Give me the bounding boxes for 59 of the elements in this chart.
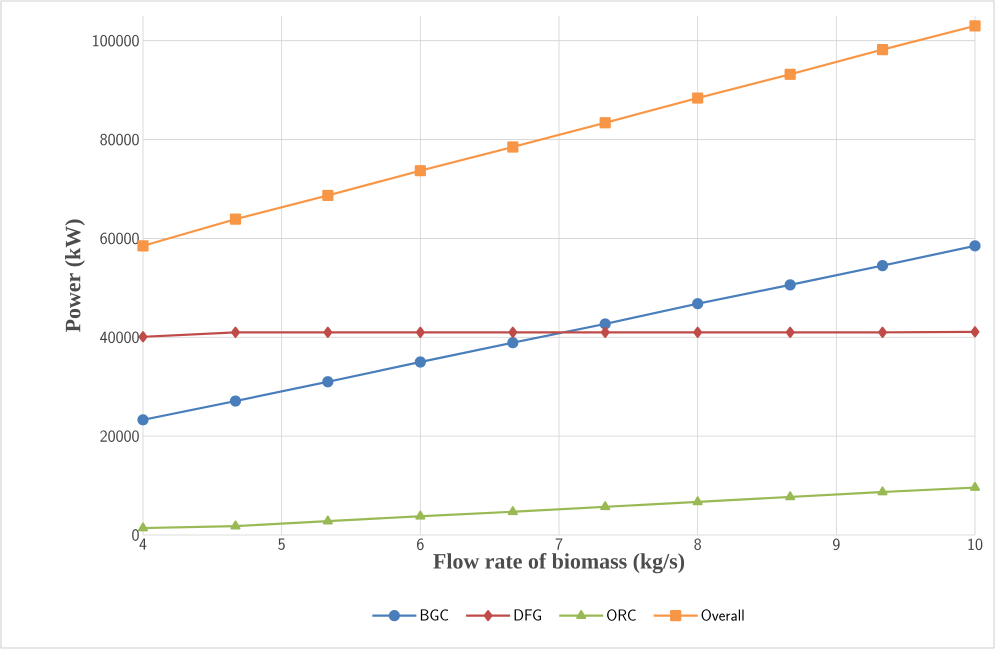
point bbox=[415, 510, 426, 520]
y-tick-label: 0 bbox=[132, 529, 139, 541]
point bbox=[876, 260, 888, 272]
point bbox=[600, 117, 611, 128]
point bbox=[508, 326, 518, 338]
point bbox=[600, 318, 611, 330]
point bbox=[138, 331, 148, 342]
point bbox=[786, 326, 795, 338]
y-tick-label: 20000 bbox=[100, 430, 139, 442]
x-axis-title: Flow rate of biomass (kg/s) bbox=[433, 553, 684, 574]
point bbox=[231, 326, 240, 338]
point bbox=[600, 501, 610, 510]
point bbox=[878, 326, 887, 338]
point bbox=[784, 68, 796, 80]
point bbox=[969, 20, 981, 32]
y-tick-label: 60000 bbox=[100, 232, 139, 244]
point bbox=[784, 279, 796, 290]
point bbox=[692, 298, 704, 310]
legend-label: ORC bbox=[607, 609, 636, 621]
y-tick-label: 40000 bbox=[100, 331, 139, 344]
x-tick-label: 7 bbox=[556, 538, 562, 550]
point bbox=[322, 190, 334, 202]
point bbox=[693, 326, 702, 338]
point bbox=[878, 486, 888, 496]
x-tick-label: 10 bbox=[968, 538, 982, 550]
legend-label: BGC bbox=[420, 609, 448, 621]
point bbox=[322, 516, 333, 525]
y-tick-label: 100000 bbox=[93, 34, 139, 47]
point bbox=[785, 491, 796, 500]
x-tick-label: 5 bbox=[278, 538, 285, 550]
point bbox=[137, 240, 149, 252]
x-tick-label: 4 bbox=[139, 538, 147, 550]
x-tick-label: 6 bbox=[417, 538, 424, 550]
point bbox=[137, 414, 149, 426]
x-tick-label: 9 bbox=[833, 538, 840, 550]
point bbox=[507, 337, 518, 348]
point bbox=[600, 326, 610, 338]
point bbox=[138, 522, 148, 532]
point bbox=[230, 214, 242, 225]
point bbox=[323, 326, 332, 338]
point bbox=[507, 141, 518, 153]
legend-label: Overall bbox=[702, 609, 744, 621]
point bbox=[692, 496, 703, 506]
point bbox=[970, 326, 980, 338]
y-tick-label: 80000 bbox=[100, 134, 139, 146]
y-axis-title: Power (kW) bbox=[65, 220, 85, 332]
point bbox=[322, 376, 334, 388]
point bbox=[876, 44, 888, 56]
point bbox=[416, 326, 425, 338]
point bbox=[508, 506, 518, 516]
point bbox=[414, 165, 426, 176]
point bbox=[414, 356, 426, 368]
point bbox=[230, 520, 240, 530]
point bbox=[970, 482, 980, 491]
x-tick-label: 8 bbox=[694, 538, 701, 550]
point bbox=[692, 92, 704, 104]
point bbox=[969, 240, 981, 252]
legend-label: DFG bbox=[514, 609, 541, 621]
point bbox=[230, 395, 242, 407]
